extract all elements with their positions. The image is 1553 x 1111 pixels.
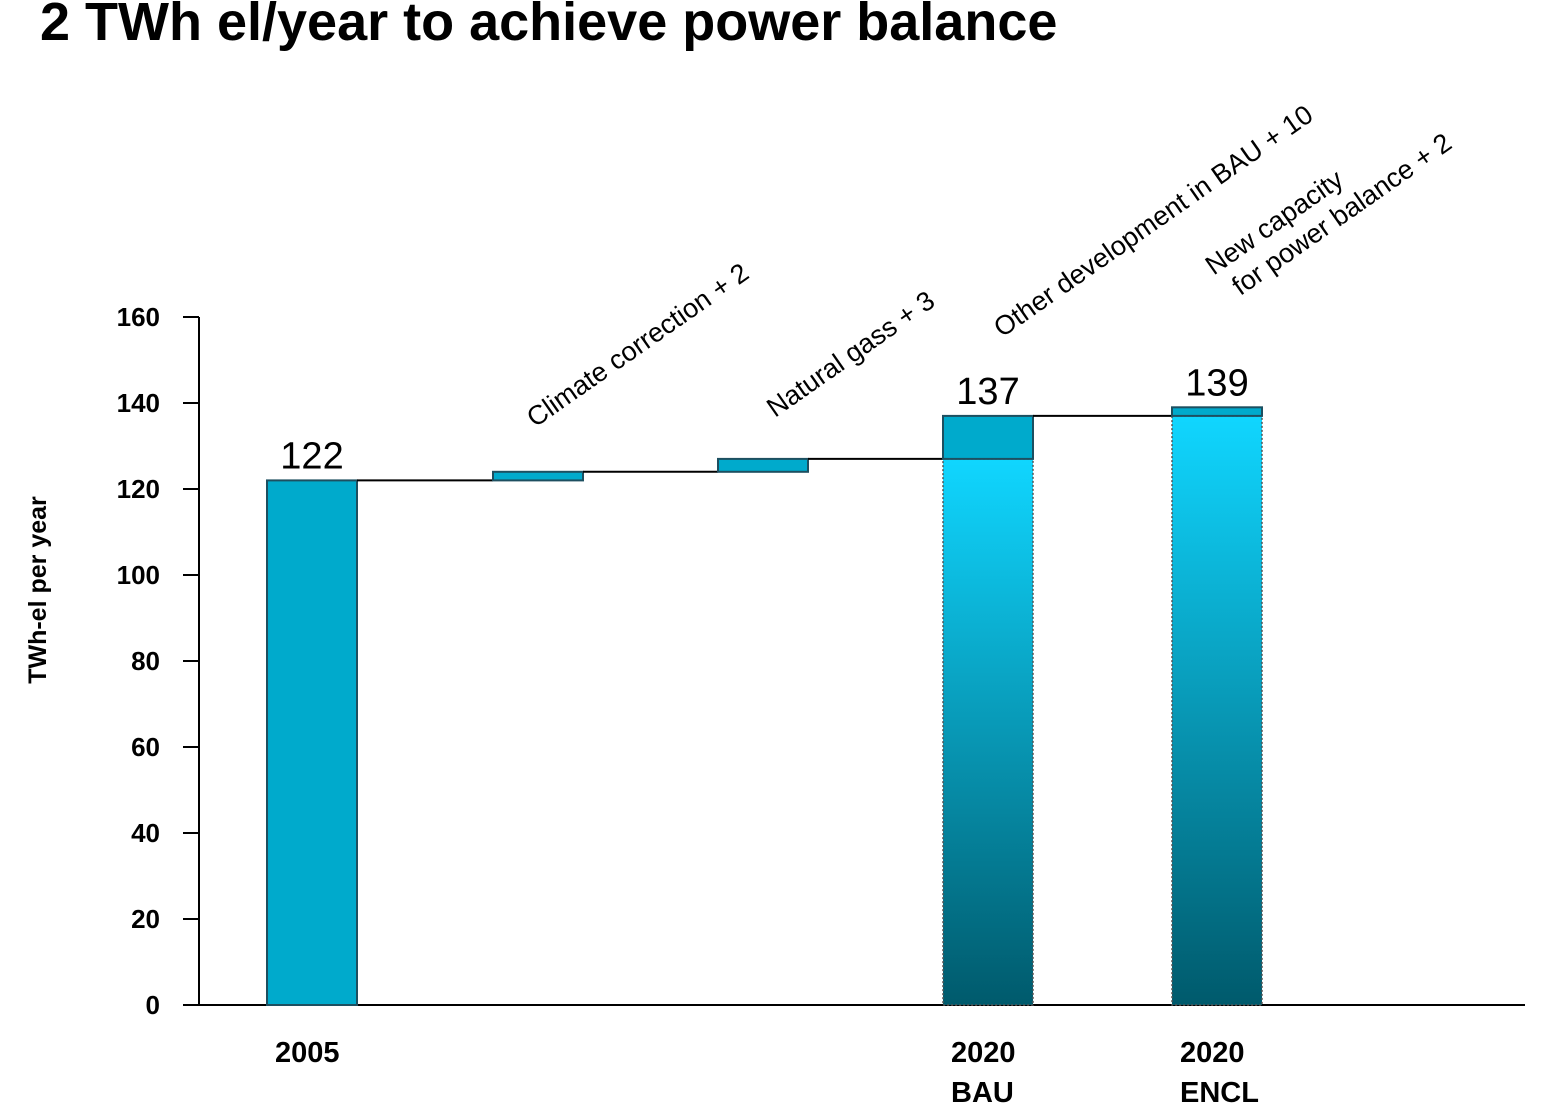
y-tick-label: 0: [146, 990, 160, 1020]
base-bar: [942, 458, 1034, 1006]
annotation: Natural gass + 3: [761, 285, 940, 423]
y-tick-label: 60: [131, 732, 160, 762]
y-tick-label: 40: [131, 818, 160, 848]
total-label: 122: [280, 435, 343, 477]
x-tick-label: 2020: [951, 1037, 1016, 1069]
y-tick-label: 20: [131, 904, 160, 934]
y-tick-label: 100: [117, 560, 160, 590]
total-label: 139: [1185, 362, 1248, 404]
y-axis-label: TWh-el per year: [24, 496, 52, 684]
y-tick-label: 140: [117, 388, 160, 418]
x-tick-label: BAU: [951, 1077, 1014, 1109]
x-tick-label: 2020: [1180, 1037, 1245, 1069]
x-tick-label: ENCL: [1180, 1077, 1259, 1109]
annotation-line: Natural gass + 3: [761, 285, 940, 423]
annotation-line: Climate correction + 2: [521, 257, 754, 433]
y-tick-label: 80: [131, 646, 160, 676]
bar: [942, 414, 1034, 460]
y-tick-label: 160: [117, 302, 160, 332]
y-tick-label: 120: [117, 474, 160, 504]
bar: [717, 457, 809, 473]
bar: [492, 470, 584, 482]
bar: [1171, 406, 1263, 417]
bar: [266, 479, 358, 1006]
annotation: Climate correction + 2: [521, 257, 754, 433]
total-label: 137: [956, 371, 1019, 413]
x-tick-label: 2005: [275, 1037, 340, 1069]
chart-title: 2 TWh el/year to achieve power balance: [40, 0, 1057, 52]
base-bar: [1171, 415, 1263, 1006]
